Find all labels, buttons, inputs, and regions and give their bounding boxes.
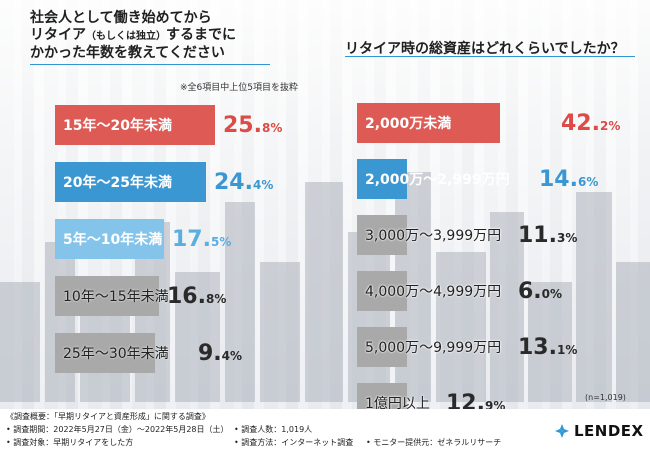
left-chart-title: 社会人として働き始めてから リタイア（もしくは独立）するまでに かかった年数を教…: [30, 10, 236, 61]
bar-label: 5,000万〜9,999万円: [365, 340, 502, 356]
survey-period: • 調査期間：2022年5月27日（金）〜2022年5月28日（土）: [6, 425, 229, 434]
bar: 5,000万〜9,999万円: [357, 327, 557, 367]
left-chart-note: ※全6項目中上位5項目を抜粋: [180, 83, 298, 93]
bar: 4,000万〜4,999万円: [357, 271, 557, 311]
survey-respondents: • 調査人数：1,019人: [234, 425, 313, 434]
bar: 20年〜25年未満: [55, 162, 206, 202]
survey-provider: • モニター提供元：ゼネラルリサーチ: [366, 438, 502, 447]
right-title-underline: [345, 56, 635, 57]
bar: 2,000万〜2,999万円: [357, 159, 510, 199]
bar-label: 15年〜20年未満: [63, 118, 172, 134]
bar-label: 25年〜30年未満: [63, 346, 169, 362]
lendex-logo: LENDEX: [554, 421, 644, 441]
bar: 5年〜10年未満: [55, 219, 164, 259]
value-label: 17. 5%: [172, 226, 232, 252]
survey-method: • 調査方法：インターネット調査: [234, 438, 354, 447]
value-label: 42. 2%: [561, 110, 621, 136]
bar: 3,000万〜3,999万円: [357, 215, 557, 255]
right-chart-title: リタイア時の総資産はどれくらいでしたか？: [345, 41, 625, 57]
value-label: 16. 8%: [167, 283, 227, 309]
logo-text: LENDEX: [574, 422, 644, 440]
survey-title: 《調査概要：「早期リタイアと資産形成」に関する調査》: [6, 412, 210, 421]
value-label: 11. 3%: [518, 222, 578, 248]
bar-label: 2,000万〜2,999万円: [365, 172, 510, 188]
bar: 2,000万未満: [357, 103, 500, 143]
bar: 10年〜15年未満: [55, 276, 169, 316]
bar-label: 1億円以上: [365, 396, 430, 412]
value-label: 13. 1%: [518, 334, 578, 360]
value-label: 25. 8%: [223, 112, 283, 138]
survey-target: • 調査対象：早期リタイアをした方: [6, 438, 134, 447]
bar-label: 2,000万未満: [365, 116, 452, 132]
left-title-underline: [30, 64, 270, 65]
bar-label: 4,000万〜4,999万円: [365, 284, 502, 300]
sample-size: (n=1,019): [585, 393, 626, 402]
value-label: 24. 4%: [214, 169, 274, 195]
value-label: 6. 0%: [518, 278, 563, 304]
bar-label: 5年〜10年未満: [63, 232, 163, 248]
bar-label: 10年〜15年未満: [63, 289, 169, 305]
bar: 25年〜30年未満: [55, 333, 169, 373]
bar: 15年〜20年未満: [55, 105, 215, 145]
bar-label: 3,000万〜3,999万円: [365, 228, 502, 244]
footer: [0, 409, 650, 450]
lendex-mark-icon: [555, 424, 569, 438]
value-label: 14. 6%: [539, 166, 599, 192]
bar-label: 20年〜25年未満: [63, 175, 172, 191]
value-label: 9. 4%: [198, 340, 243, 366]
